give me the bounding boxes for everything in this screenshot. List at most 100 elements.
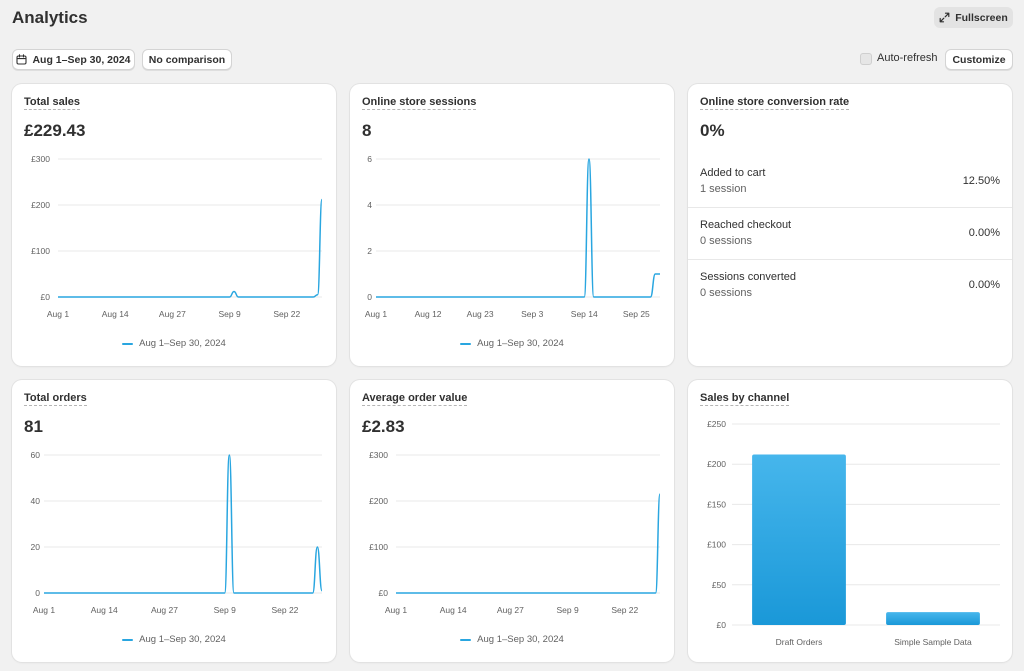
y-tick-label: 40: [31, 496, 41, 506]
y-tick-label: £150: [707, 499, 726, 509]
legend-swatch: [122, 638, 134, 641]
y-tick-label: £100: [369, 542, 388, 552]
y-tick-label: £300: [369, 450, 388, 460]
bar: [886, 612, 980, 625]
y-tick-label: £200: [369, 496, 388, 506]
y-tick-label: 4: [367, 200, 372, 210]
x-tick-label: Sep 22: [271, 605, 298, 615]
aov-legend: Aug 1–Sep 30, 2024: [350, 634, 674, 645]
x-tick-label: Sep 9: [556, 605, 578, 615]
x-tick-label: Sep 9: [214, 605, 236, 615]
x-tick-label: Aug 27: [159, 309, 186, 319]
y-tick-label: 60: [31, 450, 41, 460]
conversion-value: 0%: [700, 121, 725, 140]
customize-button[interactable]: Customize: [945, 49, 1013, 70]
total-orders-legend: Aug 1–Sep 30, 2024: [12, 634, 336, 645]
y-tick-label: £0: [379, 588, 389, 598]
y-tick-label: £0: [41, 292, 51, 302]
x-tick-label: Aug 1: [47, 309, 69, 319]
series-line: [58, 198, 323, 298]
expand-icon: [939, 12, 950, 23]
auto-refresh-checkbox[interactable]: [860, 53, 872, 65]
customize-label: Customize: [952, 53, 1006, 66]
calendar-icon: [16, 54, 28, 65]
total-orders-value: 81: [24, 417, 43, 436]
conversion-row-sessions: 1 session: [700, 183, 747, 195]
legend-swatch: [122, 342, 134, 345]
sales-by-channel-card: Sales by channel £0 £50 £100 £150 £200 £250 Dr…: [688, 380, 1012, 662]
bar: [752, 454, 846, 625]
conversion-row-label: Added to cart: [700, 167, 766, 179]
page-title: Analytics: [12, 8, 88, 27]
x-tick-label: Aug 12: [415, 309, 442, 319]
conversion-row-sessions: 0 sessions: [700, 287, 752, 299]
y-tick-label: £200: [707, 459, 726, 469]
series-line: [376, 158, 660, 298]
series-line: [396, 493, 661, 594]
total-orders-card: Total orders 81 0 20 40 60 Aug 1 Aug 14 Aug 27…: [12, 380, 336, 662]
legend-label: Aug 1–Sep 30, 2024: [477, 338, 564, 349]
sessions-card: Online store sessions 8 0 2 4 6 Aug 1 Aug 12 A…: [350, 84, 674, 366]
x-tick-label: Sep 22: [273, 309, 300, 319]
aov-card: Average order value £2.83 £0 £100 £200 £300…: [350, 380, 674, 662]
total-sales-value: £229.43: [24, 121, 86, 140]
aov-value: £2.83: [362, 417, 405, 436]
legend-swatch: [460, 342, 472, 345]
y-tick-label: £100: [707, 540, 726, 550]
conversion-row-sessions-converted: Sessions converted 0 sessions 0.00%: [688, 260, 1012, 312]
y-tick-label: £300: [31, 154, 50, 164]
conversion-row-percent: 12.50%: [962, 175, 1000, 187]
sessions-chart: 0 2 4 6 Aug 1 Aug 12 Aug 23 Sep 3 Sep 14 Sep 25: [365, 154, 660, 319]
series-line: [44, 454, 323, 594]
conversion-row-reached-checkout: Reached checkout 0 sessions 0.00%: [688, 208, 1012, 260]
x-tick-label: Sep 14: [571, 309, 598, 319]
y-tick-label: 2: [367, 246, 372, 256]
comparison-label: No comparison: [148, 53, 226, 66]
date-range-label: Aug 1–Sep 30, 2024: [32, 53, 131, 66]
fullscreen-label: Fullscreen: [955, 11, 1008, 24]
total-orders-title[interactable]: Total orders: [24, 392, 87, 406]
y-tick-label: 0: [367, 292, 372, 302]
aov-chart: £0 £100 £200 £300 Aug 1 Aug 14 Aug 27 Sep 9 Sep …: [369, 450, 661, 615]
total-sales-chart: £0 £100 £200 £300 Aug 1 Aug 14 Aug 27 Sep 9 Sep …: [31, 154, 323, 319]
sales-by-channel-title[interactable]: Sales by channel: [700, 392, 790, 406]
x-tick-label: Sep 22: [611, 605, 638, 615]
x-tick-label: Sep 25: [623, 309, 650, 319]
x-tick-label: Simple Sample Data: [894, 637, 972, 647]
x-tick-label: Aug 1: [365, 309, 387, 319]
conversion-row-percent: 0.00%: [968, 279, 1000, 291]
conversion-row-added-to-cart: Added to cart 1 session 12.50%: [688, 156, 1012, 208]
y-tick-label: 0: [35, 588, 40, 598]
y-tick-label: 6: [367, 154, 372, 164]
y-tick-label: £250: [707, 419, 726, 429]
legend-label: Aug 1–Sep 30, 2024: [139, 338, 226, 349]
x-tick-label: Aug 14: [102, 309, 129, 319]
conversion-row-label: Sessions converted: [700, 271, 796, 283]
x-tick-label: Aug 27: [151, 605, 178, 615]
conversion-row-percent: 0.00%: [968, 227, 1000, 239]
auto-refresh-label: Auto-refresh: [877, 52, 938, 64]
x-tick-label: Aug 1: [33, 605, 55, 615]
x-tick-label: Aug 1: [385, 605, 407, 615]
sessions-title[interactable]: Online store sessions: [362, 96, 477, 110]
conversion-title[interactable]: Online store conversion rate: [700, 96, 850, 110]
total-sales-legend: Aug 1–Sep 30, 2024: [12, 338, 336, 349]
date-range-button[interactable]: Aug 1–Sep 30, 2024: [12, 49, 135, 70]
y-tick-label: £200: [31, 200, 50, 210]
sessions-value: 8: [362, 121, 372, 140]
sessions-legend: Aug 1–Sep 30, 2024: [350, 338, 674, 349]
comparison-button[interactable]: No comparison: [142, 49, 232, 70]
x-tick-label: Sep 9: [218, 309, 240, 319]
x-tick-label: Aug 14: [440, 605, 467, 615]
x-tick-label: Aug 27: [497, 605, 524, 615]
fullscreen-button[interactable]: Fullscreen: [934, 7, 1013, 28]
legend-label: Aug 1–Sep 30, 2024: [477, 634, 564, 645]
y-tick-label: 20: [31, 542, 41, 552]
total-sales-title[interactable]: Total sales: [24, 96, 81, 110]
y-tick-label: £100: [31, 246, 50, 256]
x-tick-label: Sep 3: [521, 309, 543, 319]
conversion-card: Online store conversion rate 0% Added to…: [688, 84, 1012, 366]
sales-by-channel-chart: £0 £50 £100 £150 £200 £250 Draft Orders Simple …: [707, 419, 1000, 647]
x-tick-label: Aug 14: [91, 605, 118, 615]
aov-title[interactable]: Average order value: [362, 392, 468, 406]
